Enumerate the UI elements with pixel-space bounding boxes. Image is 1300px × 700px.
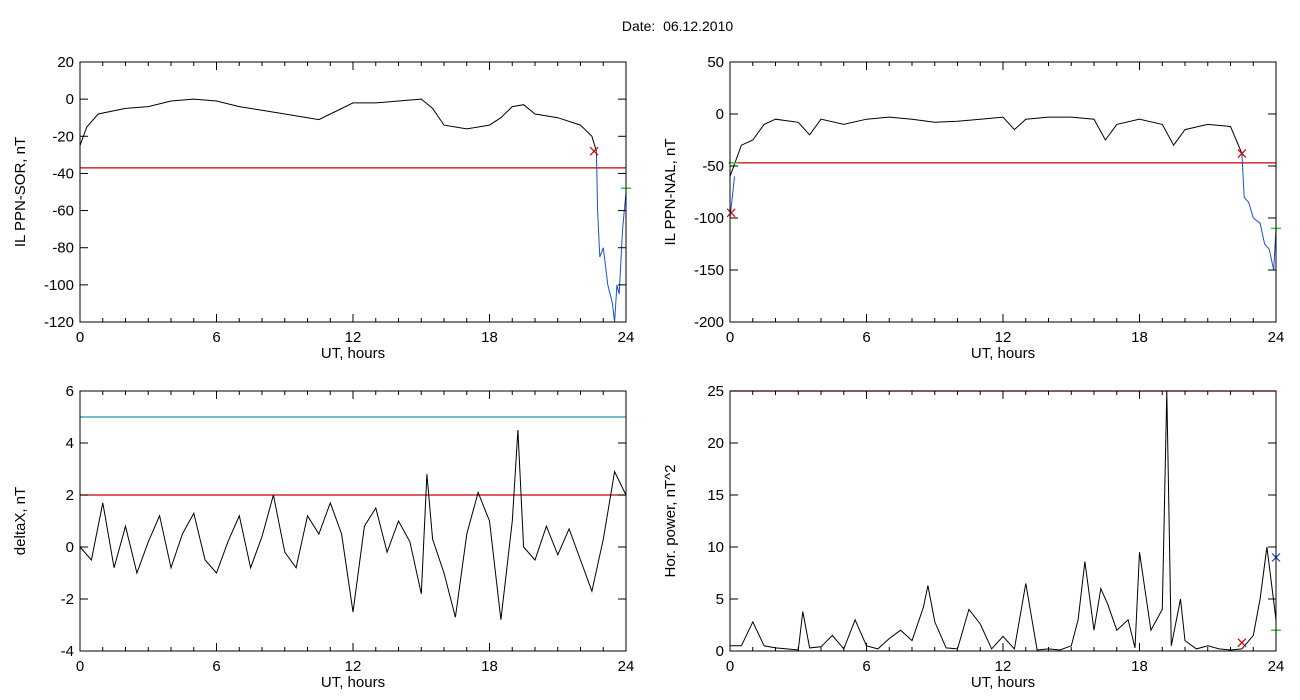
x-tick-label: 18 <box>1131 658 1148 675</box>
y-tick-label: 0 <box>716 643 724 660</box>
series-line <box>730 391 1276 651</box>
x-marker <box>1237 638 1247 648</box>
x-axis-label: UT, hours <box>971 674 1035 691</box>
y-axis-label: IL PPN-NAL, nT <box>662 139 679 246</box>
x-tick-label: 18 <box>481 658 498 675</box>
x-tick-label: 0 <box>76 329 84 346</box>
chart-panel-1: 0 6 12 18 24 20 0 -20 -40 -60 -80 -100 -120 UT, hours… <box>12 54 634 362</box>
x-tick-label: 24 <box>618 329 635 346</box>
x-tick-label: 12 <box>995 329 1012 346</box>
y-axis-label: Hor. power, nT^2 <box>662 465 679 578</box>
x-tick-label: 0 <box>76 658 84 675</box>
y-tick-label: -60 <box>52 203 74 220</box>
y-tick-label: 20 <box>57 54 74 71</box>
y-tick-label: -40 <box>52 165 74 182</box>
y-tick-label: -4 <box>61 643 74 660</box>
series-line <box>730 116 1243 177</box>
series-line <box>730 176 735 219</box>
y-tick-label: 10 <box>707 539 724 556</box>
y-tick-label: -200 <box>694 314 724 331</box>
series-line <box>80 98 597 152</box>
y-tick-label: 2 <box>66 487 74 504</box>
x-tick-label: 12 <box>995 658 1012 675</box>
series-line <box>80 429 626 620</box>
x-tick-label: 6 <box>212 658 220 675</box>
x-tick-label: 18 <box>1131 329 1148 346</box>
y-tick-label: 0 <box>66 539 74 556</box>
x-tick-label: 18 <box>481 329 498 346</box>
y-tick-label: 6 <box>66 383 74 400</box>
plot-frame <box>729 61 1277 323</box>
series-line <box>595 151 626 322</box>
plot-frame <box>729 390 1277 652</box>
x-tick-label: 6 <box>862 658 870 675</box>
x-axis-label: UT, hours <box>971 345 1035 362</box>
chart-panel-3: 0 6 12 18 24 6 4 2 0 -2 -4 UT, hours deltaX, nT <box>12 383 634 691</box>
y-tick-label: 15 <box>707 487 724 504</box>
y-tick-label: -150 <box>694 262 724 279</box>
y-tick-label: 20 <box>707 435 724 452</box>
y-tick-label: -50 <box>702 158 724 175</box>
series-line <box>1241 153 1276 271</box>
y-tick-label: 25 <box>707 383 724 400</box>
x-tick-label: 12 <box>345 658 362 675</box>
y-tick-label: -80 <box>52 240 74 257</box>
y-tick-label: -120 <box>44 314 74 331</box>
x-marker <box>726 208 736 218</box>
x-tick-label: 0 <box>726 658 734 675</box>
y-tick-label: 5 <box>716 591 724 608</box>
y-axis-label: IL PPN-SOR, nT <box>12 137 29 247</box>
chart-panel-4: 0 6 12 18 24 25 20 15 10 5 0 UT, hours Hor. power, n… <box>662 383 1284 691</box>
x-tick-label: 24 <box>1268 658 1285 675</box>
x-tick-label: 24 <box>1268 329 1285 346</box>
y-tick-label: 4 <box>66 435 74 452</box>
x-tick-label: 0 <box>726 329 734 346</box>
x-axis-label: UT, hours <box>321 345 385 362</box>
y-tick-label: 0 <box>66 91 74 108</box>
y-tick-label: -2 <box>61 591 74 608</box>
y-tick-label: 50 <box>707 54 724 71</box>
y-tick-label: -100 <box>44 277 74 294</box>
y-tick-label: -100 <box>694 210 724 227</box>
plot-frame <box>79 61 627 323</box>
y-axis-label: deltaX, nT <box>12 487 29 555</box>
x-tick-label: 12 <box>345 329 362 346</box>
x-tick-label: 6 <box>212 329 220 346</box>
x-marker <box>1237 149 1247 158</box>
x-axis-label: UT, hours <box>321 674 385 691</box>
x-tick-label: 24 <box>618 658 635 675</box>
figure-title: Date: 06.12.2010 <box>621 18 734 34</box>
y-tick-label: -20 <box>52 128 74 145</box>
x-marker <box>589 146 599 156</box>
x-tick-label: 6 <box>862 329 870 346</box>
y-tick-label: 0 <box>716 106 724 123</box>
chart-panel-2: 0 6 12 18 24 50 0 -50 -100 -150 -200 UT, hours IL PP… <box>662 54 1284 362</box>
